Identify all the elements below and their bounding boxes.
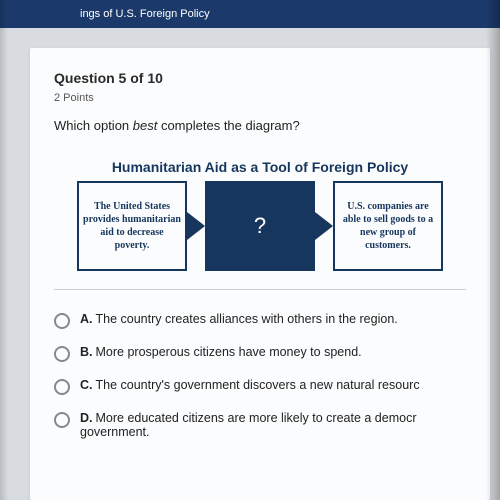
arrow-icon [187, 212, 205, 240]
question-number: Question 5 of 10 [54, 70, 466, 86]
diagram-node-left: The United States provides humanitarian … [77, 181, 187, 271]
choice-text: A.The country creates alliances with oth… [80, 312, 398, 326]
radio-icon[interactable] [54, 313, 70, 329]
choice-a[interactable]: A.The country creates alliances with oth… [54, 304, 466, 337]
radio-icon[interactable] [54, 412, 70, 428]
header-title: ings of U.S. Foreign Policy [80, 8, 210, 20]
diagram: The United States provides humanitarian … [54, 181, 466, 271]
diagram-title: Humanitarian Aid as a Tool of Foreign Po… [54, 159, 466, 175]
choice-text: C.The country's government discovers a n… [80, 378, 420, 392]
divider [54, 289, 466, 290]
choice-text: D.More educated citizens are more likely… [80, 411, 466, 439]
choice-b[interactable]: B.More prosperous citizens have money to… [54, 337, 466, 370]
radio-icon[interactable] [54, 379, 70, 395]
page-header: ings of U.S. Foreign Policy [0, 0, 500, 28]
edge-shadow-left [0, 0, 8, 500]
arrow-icon [315, 212, 333, 240]
diagram-node-middle: ? [205, 181, 315, 271]
question-prompt: Which option best completes the diagram? [54, 118, 466, 133]
diagram-node-right: U.S. companies are able to sell goods to… [333, 181, 443, 271]
question-card: Question 5 of 10 2 Points Which option b… [30, 48, 490, 500]
choice-d[interactable]: D.More educated citizens are more likely… [54, 403, 466, 447]
question-points: 2 Points [54, 92, 466, 104]
choice-text: B.More prosperous citizens have money to… [80, 345, 362, 359]
prompt-post: completes the diagram? [157, 118, 299, 133]
prompt-pre: Which option [54, 118, 133, 133]
prompt-em: best [133, 118, 158, 133]
radio-icon[interactable] [54, 346, 70, 362]
choice-list: A.The country creates alliances with oth… [54, 304, 466, 447]
choice-c[interactable]: C.The country's government discovers a n… [54, 370, 466, 403]
